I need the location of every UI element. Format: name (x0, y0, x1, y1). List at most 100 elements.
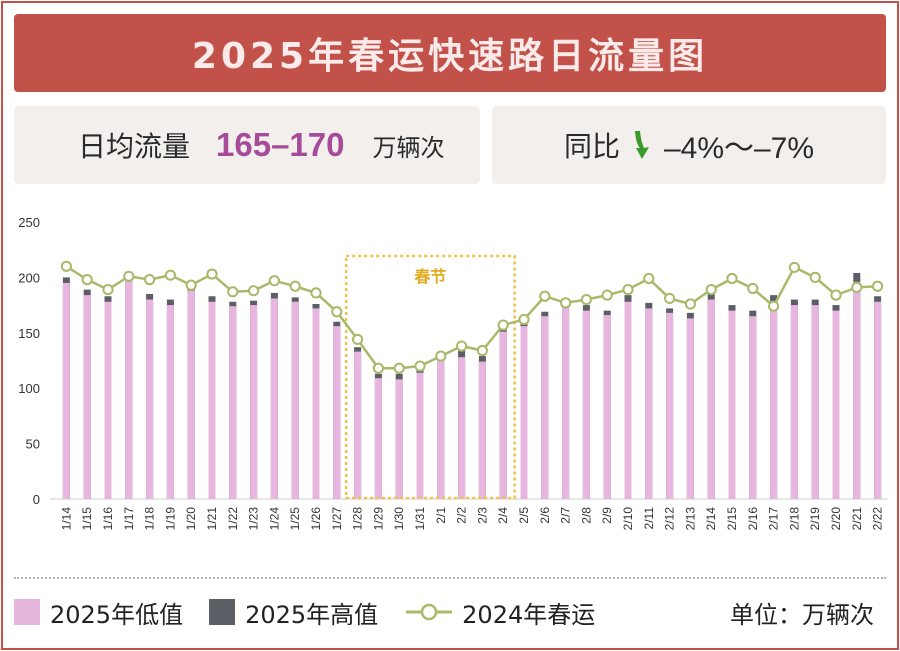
x-tick-label: 1/16 (101, 507, 115, 531)
x-tick-label: 2/12 (663, 507, 677, 531)
x-tick-label: 2/4 (496, 507, 510, 524)
divider (14, 577, 886, 579)
point-2024 (393, 362, 405, 374)
average-flow-panel: 日均流量 165–170 万辆次 (14, 106, 480, 184)
x-tick-label: 1/17 (122, 507, 136, 531)
x-tick-label: 1/18 (143, 507, 157, 531)
x-tick-label: 2/15 (725, 507, 739, 531)
bar-low (707, 299, 715, 499)
y-tick-label: 50 (26, 437, 40, 452)
x-tick-label: 1/27 (330, 507, 344, 531)
x-tick-label: 1/29 (371, 507, 385, 531)
bar-low (250, 305, 258, 499)
y-tick-label: 250 (18, 215, 40, 230)
bar-low (312, 308, 320, 499)
x-tick-label: 2/1 (434, 507, 448, 524)
down-arrow-icon (628, 128, 654, 162)
bar-low (624, 301, 632, 499)
bar-low (458, 357, 466, 499)
bar-low (354, 351, 362, 499)
point-2024 (268, 275, 280, 287)
y-tick-label: 200 (18, 270, 40, 285)
point-2024 (144, 274, 156, 286)
bar-low (603, 315, 611, 499)
yoy-panel: 同比 –4%～–7% (492, 106, 886, 184)
bar-low (208, 301, 216, 499)
legend-item-high: 2025年高值 (209, 595, 378, 630)
yoy-label: 同比 (563, 130, 620, 163)
x-tick-label: 1/26 (309, 507, 323, 531)
point-2024 (684, 298, 697, 310)
x-tick-label: 1/15 (80, 507, 94, 531)
point-2024 (123, 270, 135, 282)
x-tick-label: 2/22 (871, 507, 885, 531)
x-tick-label: 1/22 (226, 507, 240, 531)
bar-low (645, 308, 653, 499)
legend-item-low: 2025年低值 (14, 595, 183, 630)
point-2024 (809, 271, 821, 284)
x-tick-label: 1/24 (267, 507, 281, 531)
point-2024 (60, 260, 73, 272)
point-2024 (643, 272, 655, 285)
point-2024 (289, 280, 301, 292)
point-2024 (497, 319, 509, 331)
bar-low (582, 310, 590, 499)
x-tick-label: 2/6 (538, 507, 552, 524)
point-2024 (664, 292, 676, 305)
bar-low (728, 310, 736, 499)
bar-low (562, 307, 570, 499)
legend-item-prev: 2024年春运 (404, 595, 595, 630)
bar-low (333, 326, 341, 499)
point-2024 (768, 300, 780, 312)
yoy-value: –4%～–7% (663, 132, 815, 165)
x-tick-label: 1/19 (163, 507, 177, 531)
point-2024 (310, 287, 322, 299)
point-2024 (206, 268, 218, 280)
bar-low (790, 305, 798, 499)
bar-low (749, 316, 757, 499)
point-2024 (872, 280, 884, 292)
bar-low (187, 290, 195, 499)
legend-label-low: 2025年低值 (50, 600, 184, 629)
x-tick-label: 1/30 (392, 507, 406, 531)
bar-low (104, 301, 112, 499)
title-bar: 2025年春运快速路日流量图 (14, 14, 886, 92)
x-tick-label: 2/2 (455, 507, 469, 524)
bar-low (416, 372, 424, 499)
point-2024 (518, 313, 530, 326)
bar-low (666, 312, 674, 499)
x-tick-label: 1/31 (413, 507, 427, 531)
x-tick-label: 1/14 (59, 507, 73, 531)
point-2024 (331, 306, 343, 318)
point-2024 (601, 289, 613, 301)
bar-low (270, 298, 278, 499)
x-tick-label: 2/14 (704, 507, 718, 531)
point-2024 (851, 281, 863, 293)
average-flow-unit: 万辆次 (372, 133, 445, 162)
bar-low (166, 305, 174, 499)
bar-low (125, 277, 133, 499)
x-tick-label: 2/3 (475, 507, 489, 524)
point-2024 (372, 362, 384, 374)
legend-label-high: 2025年高值 (245, 600, 379, 629)
x-tick-label: 2/20 (829, 507, 843, 531)
bar-low (874, 301, 882, 499)
point-2024 (726, 272, 738, 285)
point-2024 (539, 290, 551, 302)
x-tick-label: 1/21 (205, 507, 219, 531)
legend-line-marker (406, 603, 453, 621)
y-tick-label: 150 (18, 326, 40, 341)
bar-low (146, 299, 154, 499)
point-2024 (788, 261, 801, 274)
point-2024 (227, 286, 239, 298)
x-tick-label: 1/20 (184, 507, 198, 531)
legend-swatch-low (14, 599, 40, 625)
legend: 2025年低值 2025年高值 2024年春运 单位：万辆次 (14, 590, 886, 634)
x-tick-label: 1/23 (247, 507, 261, 531)
y-tick-label: 0 (33, 492, 40, 507)
x-tick-label: 2/16 (746, 507, 760, 531)
point-2024 (747, 282, 759, 295)
festival-box (344, 254, 516, 500)
bar-low (832, 310, 840, 499)
average-flow-label: 日均流量 (78, 130, 191, 163)
